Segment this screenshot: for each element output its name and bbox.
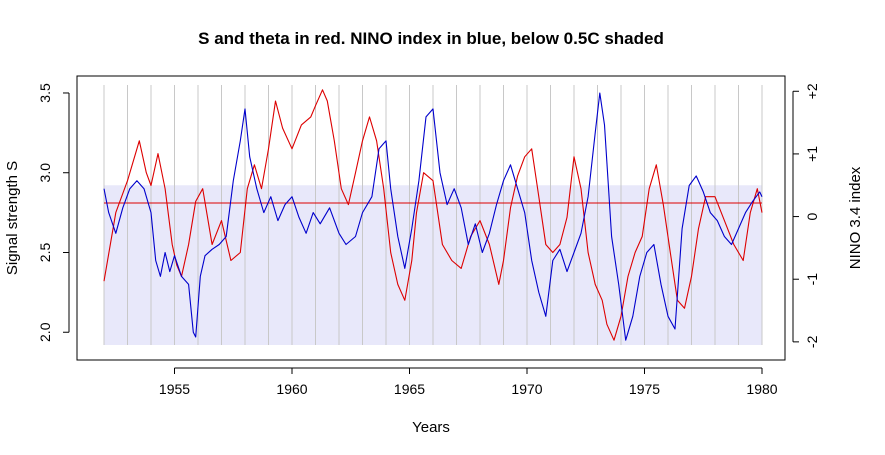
y-tick-label: 2.5 [37,243,53,263]
y-axis-right-label: NINO 3.4 index [847,166,864,269]
y-right-tick-label: 0 [804,212,820,220]
y-tick-label: 3.0 [37,163,53,183]
y-right-tick-label: -2 [804,335,820,348]
x-tick-label: 1980 [746,381,777,397]
chart-title: S and theta in red. NINO index in blue, … [198,29,664,48]
y-right-tick-label: +1 [804,146,820,162]
y-right-tick-label: +2 [804,83,820,99]
x-tick-label: 1965 [394,381,425,397]
y-tick-label: 3.5 [37,83,53,103]
x-axis-label: Years [412,419,450,436]
y-axis-label: Signal strength S [4,161,21,275]
x-tick-label: 1960 [276,381,307,397]
y-tick-label: 2.0 [37,322,53,342]
y-right-tick-label: -1 [804,273,820,286]
x-tick-label: 1975 [629,381,660,397]
x-tick-label: 1970 [511,381,542,397]
series-line-0 [103,89,763,341]
plot-frame [76,75,786,361]
x-tick-label: 1955 [159,381,190,397]
series-line-2 [103,92,763,341]
